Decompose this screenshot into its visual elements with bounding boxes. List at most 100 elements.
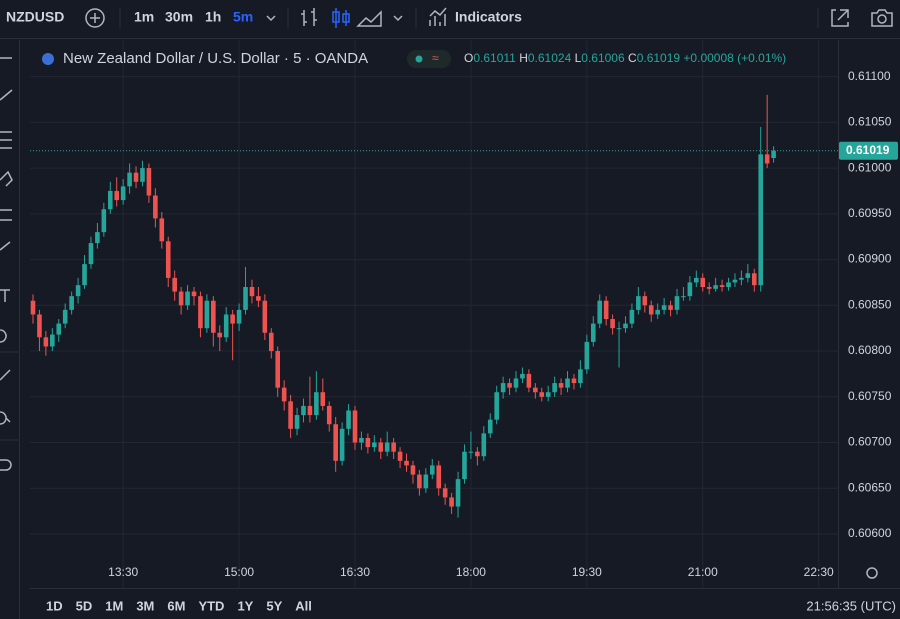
candle-body: [423, 474, 429, 489]
ohlc-letter: H: [519, 51, 528, 65]
candle-body: [120, 186, 126, 201]
last-price-tag: [839, 141, 898, 160]
y-tick-label: 0.60800: [848, 343, 892, 357]
range-button[interactable]: 1M: [105, 598, 123, 613]
candles-style-icon[interactable]: [332, 8, 350, 28]
candle-body: [37, 314, 42, 338]
candle-body: [507, 383, 512, 388]
candle-body: [217, 332, 223, 338]
x-tick-label: 21:00: [688, 565, 718, 579]
candle-body: [442, 488, 448, 498]
interval-button[interactable]: 1m: [134, 9, 154, 25]
candle-body: [397, 451, 403, 461]
candle-body: [365, 437, 371, 448]
candle-body: [700, 277, 706, 288]
indicators-button[interactable]: Indicators: [455, 9, 522, 25]
candle-body: [153, 195, 158, 219]
candle-body: [751, 273, 757, 286]
y-tick-label: 0.60750: [848, 389, 892, 403]
range-button[interactable]: 5D: [76, 598, 93, 613]
candle-body: [172, 277, 177, 292]
interval-button[interactable]: 1h: [205, 9, 221, 25]
candle-body: [230, 314, 235, 324]
candle-body: [713, 285, 718, 289]
dropdown-icon[interactable]: [393, 15, 403, 22]
candle-body: [140, 168, 145, 182]
ohlc-letter: C: [628, 51, 637, 65]
range-button[interactable]: 1Y: [237, 598, 253, 613]
candle-body: [178, 291, 184, 306]
x-tick-label: 16:30: [340, 565, 370, 579]
range-button[interactable]: YTD: [198, 598, 224, 613]
camera-lens: [877, 14, 887, 24]
candle-body: [281, 387, 287, 402]
y-tick-label: 0.60850: [848, 297, 892, 311]
candle-body: [56, 323, 62, 335]
last-price-label: 0.61019: [846, 143, 890, 157]
candle-body: [43, 337, 49, 347]
candle-body: [346, 410, 351, 429]
candle-body: [107, 190, 113, 210]
candle-body: [539, 392, 545, 397]
range-button[interactable]: 6M: [167, 598, 185, 613]
candle-body: [82, 264, 87, 286]
range-button[interactable]: 1D: [46, 598, 63, 613]
candle-body: [165, 241, 171, 278]
interval-button[interactable]: 30m: [165, 9, 193, 25]
candle-body: [146, 168, 152, 196]
bars-style-icon[interactable]: [301, 8, 317, 26]
add-symbol-button[interactable]: [85, 8, 105, 28]
candle-body: [275, 351, 281, 388]
area-style-icon[interactable]: [356, 10, 382, 27]
status-icon: ≈: [432, 51, 439, 65]
candle-body: [339, 428, 345, 461]
symbol[interactable]: NZDUSD: [6, 9, 64, 25]
candle-body: [236, 309, 242, 324]
range-button[interactable]: All: [295, 598, 312, 613]
candle-body: [481, 433, 487, 457]
candle-body: [449, 497, 454, 507]
candle-body: [294, 415, 300, 429]
dropdown-icon[interactable]: [266, 15, 276, 22]
status-badge[interactable]: [407, 50, 451, 68]
camera-icon[interactable]: [871, 9, 893, 27]
ohlc-letter: O: [464, 51, 473, 65]
range-button[interactable]: 3M: [136, 598, 154, 613]
candle-body: [687, 282, 693, 297]
candle-body: [211, 300, 216, 333]
interval-button-active[interactable]: 5m: [233, 9, 253, 25]
candle-body: [603, 300, 609, 320]
candle-body: [681, 296, 686, 298]
candle-body: [223, 314, 229, 338]
candle-body: [262, 300, 268, 333]
candle-body: [333, 424, 338, 461]
candle-body: [487, 419, 493, 434]
y-tick-label: 0.61000: [848, 160, 892, 174]
ohlc-letter: L: [575, 51, 582, 65]
share-icon[interactable]: [831, 9, 849, 27]
indicators-icon[interactable]: [429, 7, 447, 26]
candle-body: [745, 273, 751, 278]
candle-body: [578, 369, 583, 384]
candle-body: [732, 279, 738, 283]
ohlc-value: 0.61006: [581, 51, 625, 65]
candle-body: [198, 296, 203, 329]
candle-body: [623, 323, 628, 329]
candle-body: [391, 442, 396, 452]
candle-body: [616, 328, 622, 330]
ohlc-legend: O0.61011 H0.61024 L0.61006 C0.61019 +0.0…: [464, 51, 786, 65]
candle-body: [62, 309, 68, 324]
drawing-tools[interactable]: [0, 57, 13, 471]
range-bar: 1D 5D 1M 3M 6M YTD 1Y 5Y All: [46, 598, 312, 613]
candle-body: [655, 309, 660, 315]
candle-body: [610, 319, 615, 329]
candle-body: [545, 392, 551, 397]
settings-button[interactable]: [866, 567, 878, 579]
y-tick-label: 0.60900: [848, 252, 892, 266]
candle-body: [326, 405, 332, 425]
candle-body: [648, 305, 654, 315]
range-button[interactable]: 5Y: [266, 598, 282, 613]
y-tick-label: 0.61100: [848, 69, 891, 83]
candle-body: [468, 451, 474, 453]
